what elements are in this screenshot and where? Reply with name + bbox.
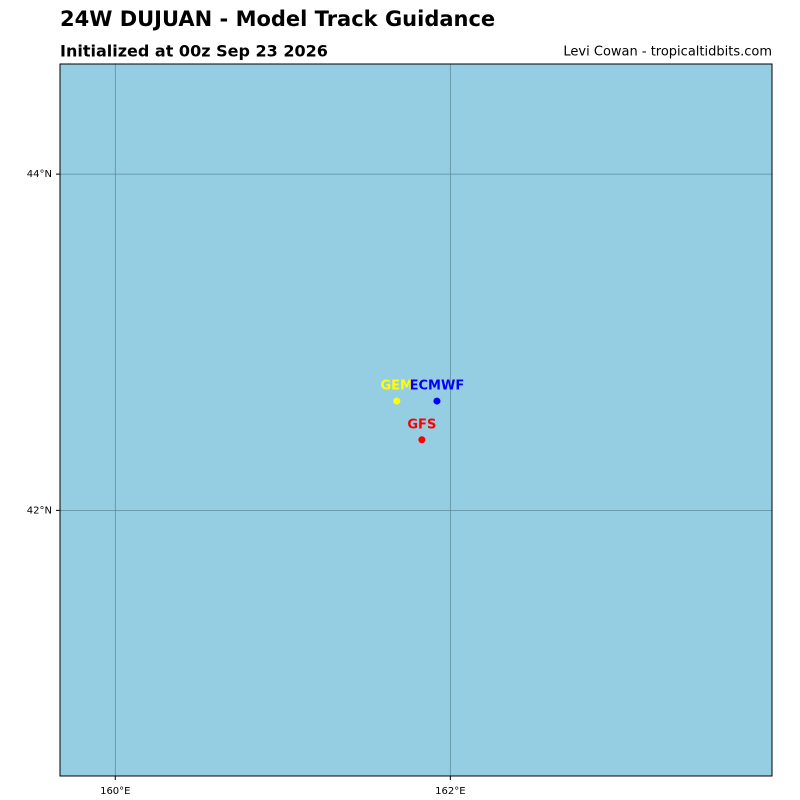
chart-subtitle: Initialized at 00z Sep 23 2026 xyxy=(60,42,328,61)
y-tick-label: 44°N xyxy=(27,169,52,180)
model-label: GEM xyxy=(380,379,413,394)
chart-title: 24W DUJUAN - Model Track Guidance xyxy=(60,7,495,31)
model-label: GFS xyxy=(407,417,436,432)
model-label: ECMWF xyxy=(410,379,465,394)
y-tick-label: 42°N xyxy=(27,505,52,516)
model-position xyxy=(393,397,401,405)
x-tick-label: 162°E xyxy=(435,786,465,797)
credit: Levi Cowan - tropicaltidbits.com xyxy=(563,45,772,60)
map-frame xyxy=(59,63,773,777)
map-area xyxy=(60,64,772,776)
model-position xyxy=(418,436,426,444)
model-position xyxy=(433,397,441,405)
x-tick-label: 160°E xyxy=(100,786,130,797)
